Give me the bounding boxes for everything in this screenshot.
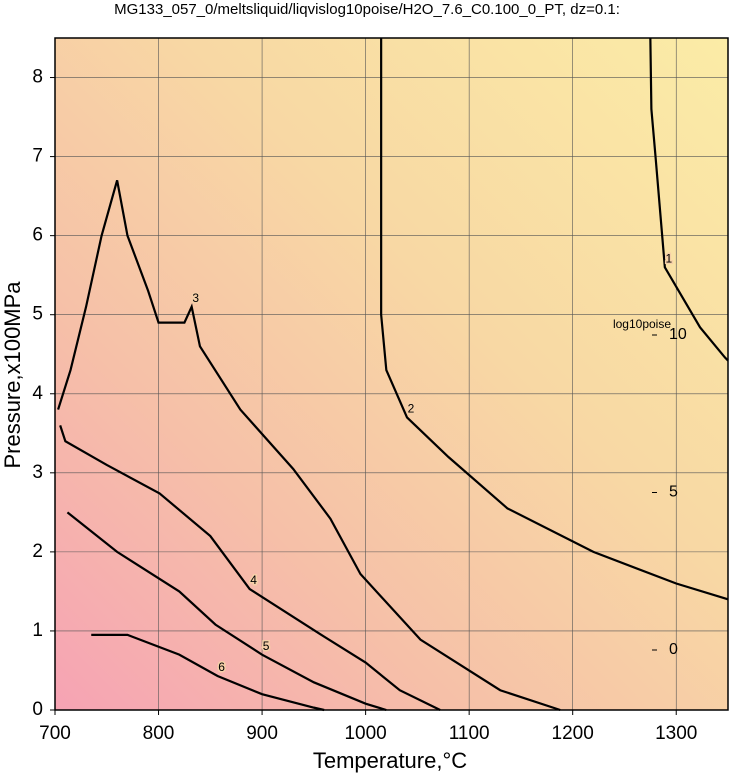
x-tick-label: 1000: [344, 723, 386, 744]
contour-label: 5: [263, 639, 270, 653]
colorbar-tick-label: 0: [669, 641, 678, 658]
colorbar-tick-label: 5: [669, 484, 678, 501]
contour-label: 2: [408, 402, 415, 416]
y-tick-label: 5: [32, 304, 43, 325]
x-tick-label: 800: [143, 723, 175, 744]
y-tick-label: 3: [32, 462, 43, 483]
contour-line: [91, 633, 325, 712]
contour-line: [380, 38, 729, 601]
x-axis-label: Temperature,°C: [313, 748, 467, 773]
plot-frame: [54, 37, 729, 711]
y-tick-label: 6: [32, 225, 43, 246]
plot-background: [55, 38, 728, 710]
y-tick-label: 0: [32, 699, 43, 720]
contour-line: [59, 425, 441, 711]
contour-label: 4: [250, 573, 257, 587]
contour-line: [66, 511, 387, 712]
y-tick-label: 4: [32, 383, 43, 404]
y-tick-label: 1: [32, 620, 43, 641]
contour-line: [649, 37, 729, 362]
x-tick-label: 1100: [449, 723, 490, 744]
y-axis-label: Pressure,x100MPa: [0, 281, 25, 469]
contour-label: 6: [218, 660, 225, 674]
contour-line: [57, 180, 561, 712]
y-tick-label: 8: [32, 67, 43, 88]
colorbar-label: log10poise: [613, 317, 671, 331]
contour-label: 1: [665, 251, 672, 265]
x-tick-label: 1200: [552, 723, 594, 744]
x-tick-label: 1300: [655, 723, 697, 744]
y-tick-label: 7: [32, 146, 43, 167]
colorbar-tick-label: 10: [669, 326, 687, 343]
x-tick-label: 900: [246, 723, 278, 744]
y-tick-label: 2: [32, 541, 43, 562]
x-tick-label: 700: [39, 723, 71, 744]
contour-label: 3: [192, 291, 199, 305]
chart-title: MG133_057_0/meltsliquid/liqvislog10poise…: [114, 1, 620, 18]
